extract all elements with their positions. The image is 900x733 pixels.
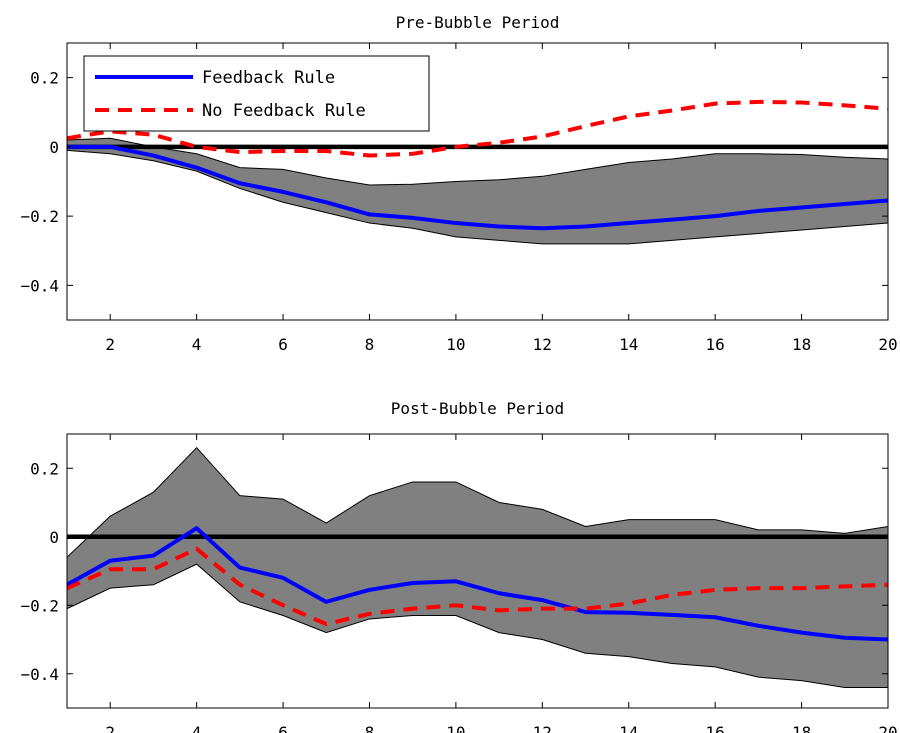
x-tick-label: 4 — [192, 335, 202, 354]
legend-label-no-feedback-rule: No Feedback Rule — [202, 101, 366, 121]
x-tick-label: 14 — [619, 335, 638, 354]
x-tick-label: 18 — [792, 335, 811, 354]
legend-label-feedback-rule: Feedback Rule — [202, 68, 335, 88]
x-tick-label: 10 — [446, 723, 465, 733]
y-tick-label: −0.2 — [20, 207, 59, 226]
x-tick-label: 8 — [365, 335, 375, 354]
y-tick-label: 0.2 — [30, 459, 59, 478]
x-tick-label: 16 — [706, 335, 725, 354]
x-tick-label: 16 — [706, 723, 725, 733]
axes-frame — [66, 433, 889, 709]
series-line-feedback-rule — [67, 144, 888, 231]
y-tick-label: −0.2 — [20, 596, 59, 615]
x-tick-label: 6 — [278, 723, 288, 733]
x-tick-label: 20 — [878, 723, 897, 733]
confidence-band — [67, 446, 888, 688]
legend: Feedback Rule No Feedback Rule — [83, 55, 430, 132]
x-tick-label: 2 — [105, 335, 115, 354]
plot-content — [67, 99, 888, 245]
x-tick-label: 10 — [446, 335, 465, 354]
x-tick-label: 4 — [192, 723, 202, 733]
legend-box — [83, 55, 430, 132]
y-tick-label: 0.2 — [30, 69, 59, 88]
x-tick-label: 2 — [105, 723, 115, 733]
series-line-no-feedback-rule — [67, 99, 888, 158]
y-tick-label: 0 — [49, 138, 59, 157]
panel-title: Pre-Bubble Period — [396, 13, 560, 32]
x-tick-label: 12 — [533, 723, 552, 733]
chart-panel-2: 2 4 6 8 10 12 14 16 18 20 0.2 0 −0.2 −0.4 Post-Bubble … — [20, 399, 897, 733]
x-tick-label: 8 — [365, 723, 375, 733]
x-tick-label: 20 — [878, 335, 897, 354]
x-tick-label: 6 — [278, 335, 288, 354]
panel-title: Post-Bubble Period — [391, 399, 564, 418]
y-tick-label: −0.4 — [20, 665, 59, 684]
series-line-feedback-rule — [67, 526, 888, 642]
y-tick-label: −0.4 — [20, 276, 59, 295]
x-tick-label: 18 — [792, 723, 811, 733]
x-tick-label: 14 — [619, 723, 638, 733]
x-tick-label: 12 — [533, 335, 552, 354]
axes-frame — [66, 42, 889, 321]
y-tick-label: 0 — [49, 528, 59, 547]
series-line-no-feedback-rule — [67, 546, 888, 627]
plot-content — [67, 446, 888, 688]
chart-panel-1: 2 4 6 8 10 12 14 16 18 20 0.2 0 −0.2 −0.4 Pre-Bubble P… — [20, 13, 897, 354]
